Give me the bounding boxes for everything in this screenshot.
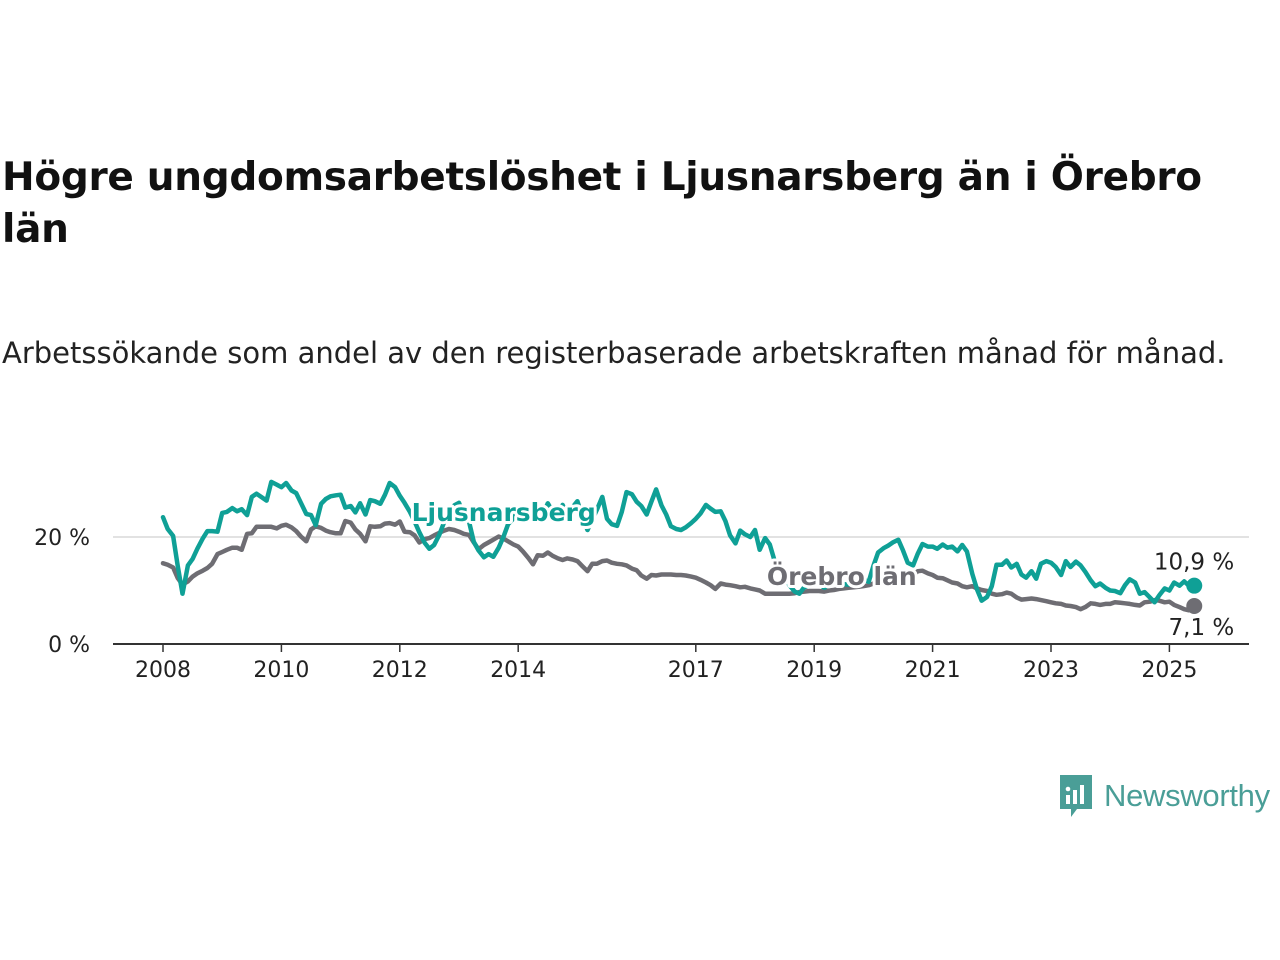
y-tick-label: 0 % bbox=[48, 633, 90, 658]
newsworthy-logo-icon bbox=[1060, 775, 1092, 817]
x-tick-label: 2021 bbox=[905, 658, 961, 683]
end-point-marker bbox=[1186, 577, 1203, 594]
end-point-marker bbox=[1186, 598, 1203, 615]
series-name-label: Ljusnarsberg bbox=[412, 498, 596, 527]
end-value-label: 7,1 % bbox=[1169, 615, 1235, 641]
x-tick-label: 2023 bbox=[1023, 658, 1079, 683]
x-tick-label: 2025 bbox=[1141, 658, 1197, 683]
axis-layer: 0 % 20 % 2008 2010 2012 2014 2017 2019 2021 2023 2… bbox=[34, 526, 1249, 683]
end-value-label: 10,9 % bbox=[1154, 550, 1234, 576]
brand-name: Newsworthy bbox=[1104, 778, 1270, 813]
series-name-label: Örebro län bbox=[767, 561, 917, 591]
y-tick-label: 20 % bbox=[34, 526, 90, 551]
newsworthy-brand: Newsworthy bbox=[1058, 772, 1270, 820]
x-tick-label: 2010 bbox=[253, 658, 309, 683]
x-tick-label: 2017 bbox=[668, 658, 724, 683]
x-tick-label: 2008 bbox=[135, 658, 191, 683]
chart-title: Högre ungdomsarbetslöshet i Ljusnarsberg… bbox=[2, 155, 1202, 252]
series-line--rebro-l-n bbox=[160, 518, 1197, 613]
line-chart: 0 % 20 % 2008 2010 2012 2014 2017 2019 2021 2023 2… bbox=[34, 479, 1249, 683]
x-tick-label: 2014 bbox=[490, 658, 546, 683]
series-line-ljusnarsberg bbox=[160, 479, 1197, 605]
x-tick-label: 2012 bbox=[372, 658, 428, 683]
series-layer bbox=[160, 479, 1203, 615]
x-tick-label: 2019 bbox=[786, 658, 842, 683]
chart-subtitle: Arbetssökande som andel av den registerb… bbox=[2, 336, 1226, 370]
label-layer: 10,9 % 7,1 % Ljusnarsberg Örebro län bbox=[409, 495, 1237, 644]
